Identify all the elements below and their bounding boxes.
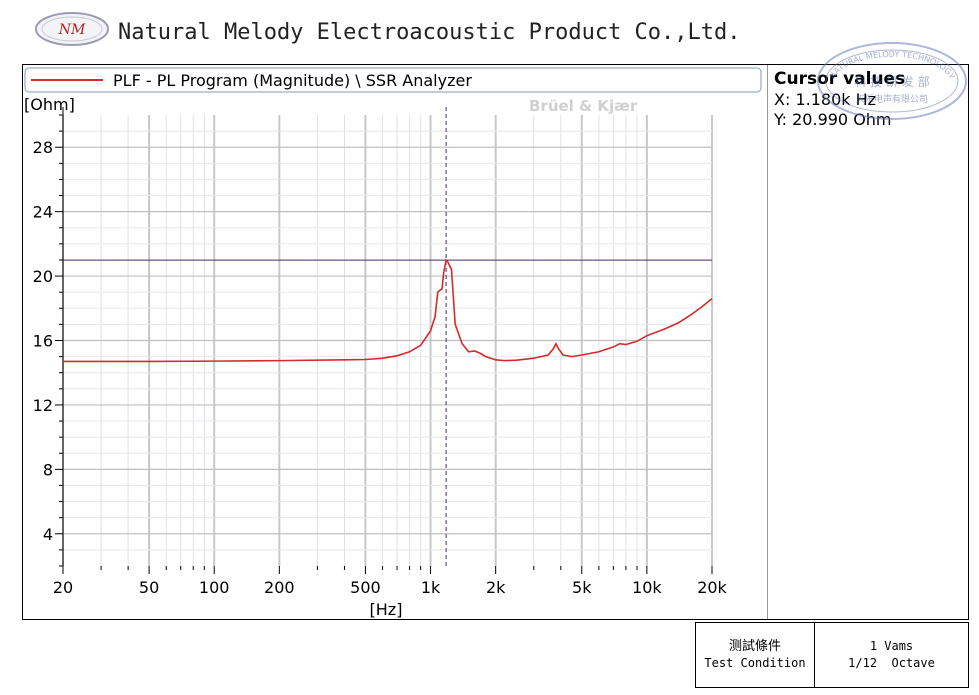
svg-text:天乐电声有限公司: 天乐电声有限公司 [856, 93, 928, 105]
x-tick-label: 50 [139, 578, 159, 597]
svg-text:科 技 研 发 部: 科 技 研 发 部 [854, 74, 929, 89]
company-name: Natural Melody Electroacoustic Product C… [118, 20, 741, 45]
grid-lines [62, 115, 713, 566]
cursor-lines [63, 107, 712, 566]
analyzer-frame: PLF - PL Program (Magnitude) \ SSR Analy… [22, 64, 969, 620]
y-tick-label: 12 [33, 396, 53, 415]
test-condition-table: 测試條件 Test Condition 1 Vams 1/12 Octave [695, 622, 969, 688]
y-tick-label: 24 [33, 203, 53, 222]
test-condition-label-en: Test Condition [704, 656, 806, 670]
y-tick-label: 28 [33, 138, 53, 157]
x-tick-label: 2k [486, 578, 506, 597]
octave-resolution-value: 1/12 Octave [848, 656, 935, 670]
x-tick-label: 10k [632, 578, 662, 597]
test-voltage-value: 1 Vams [869, 639, 914, 653]
cursor-x-value: X: 1.180k Hz [774, 90, 877, 109]
test-condition-label-cell: 测試條件 Test Condition [696, 623, 815, 687]
legend-series-label: PLF - PL Program (Magnitude) \ SSR Analy… [113, 71, 472, 90]
cursor-values-panel: Cursor values X: 1.180k Hz Y: 20.990 Ohm [767, 65, 969, 619]
cursor-y-value: Y: 20.990 Ohm [774, 110, 892, 129]
x-axis-label: [Hz] [370, 600, 403, 619]
watermark-text: Brüel & Kjær [529, 97, 638, 115]
test-condition-label-cn: 测試條件 [728, 639, 781, 654]
cursor-values-title: Cursor values [774, 69, 906, 89]
impedance-chart: PLF - PL Program (Magnitude) \ SSR Analy… [24, 67, 762, 619]
x-tick-label: 1k [421, 578, 441, 597]
x-tick-label: 20k [697, 578, 727, 597]
company-logo-icon: NM [35, 12, 109, 46]
impedance-series-line [63, 258, 713, 363]
x-tick-label: 200 [264, 578, 295, 597]
report-header: NM Natural Melody Electroacoustic Produc… [0, 0, 979, 62]
x-tick-label: 500 [350, 578, 381, 597]
y-axis-label: [Ohm] [24, 95, 75, 114]
company-seal-stamp: NATURAL MELODY TECHNOLOGY 科 技 研 发 部 天乐电声… [817, 42, 967, 120]
y-tick-label: 20 [33, 267, 53, 286]
y-tick-label: 8 [43, 460, 53, 479]
test-condition-value-cell: 1 Vams 1/12 Octave [815, 623, 968, 687]
x-tick-label: 20 [53, 578, 73, 597]
x-tick-label: 5k [572, 578, 592, 597]
logo-text: NM [58, 22, 86, 38]
tick-labels: 4 8 12 16 20 24 28 20 50 100 200 500 1k 2k 5k 10k 20k [33, 138, 728, 597]
y-tick-label: 4 [43, 525, 53, 544]
axes [55, 107, 713, 574]
legend-box [24, 67, 762, 93]
y-tick-label: 16 [33, 332, 53, 351]
x-tick-label: 100 [199, 578, 230, 597]
